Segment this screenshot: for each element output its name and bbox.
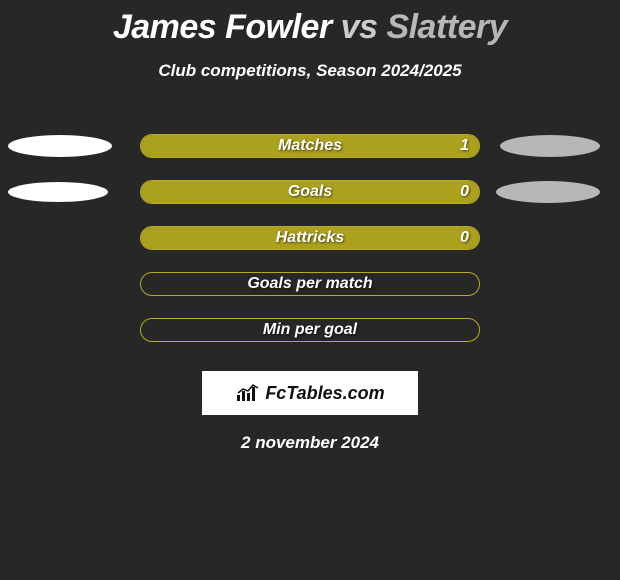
brand-box: FcTables.com <box>202 371 418 415</box>
page-title: James Fowler vs Slattery <box>0 0 620 47</box>
stat-row: Goals 0 <box>0 169 620 215</box>
stat-label: Hattricks <box>276 229 344 247</box>
stat-label: Matches <box>278 137 342 155</box>
subtitle: Club competitions, Season 2024/2025 <box>0 61 620 81</box>
stat-row: Matches 1 <box>0 123 620 169</box>
stat-row: Hattricks 0 <box>0 215 620 261</box>
stat-bar: Hattricks 0 <box>140 226 480 250</box>
stat-label: Goals <box>288 183 332 201</box>
stat-row: Min per goal <box>0 307 620 353</box>
player2-ellipse <box>500 135 600 157</box>
player2-ellipse <box>496 181 600 203</box>
stat-value: 1 <box>460 137 469 155</box>
brand-text: FcTables.com <box>265 383 384 404</box>
stat-label: Goals per match <box>247 275 372 293</box>
stat-bar: Min per goal <box>140 318 480 342</box>
stat-bar: Goals per match <box>140 272 480 296</box>
stat-bar: Goals 0 <box>140 180 480 204</box>
stat-label: Min per goal <box>263 321 357 339</box>
player1-name: James Fowler <box>113 8 332 46</box>
date-text: 2 november 2024 <box>0 433 620 453</box>
vs-text: vs <box>341 8 378 46</box>
brand-chart-icon <box>235 383 261 403</box>
stat-value: 0 <box>460 183 469 201</box>
player2-name: Slattery <box>386 8 507 46</box>
player1-ellipse <box>8 135 112 157</box>
player1-ellipse <box>8 182 108 202</box>
stats-rows: Matches 1 Goals 0 Hattricks 0 Goals per match M… <box>0 123 620 353</box>
stat-value: 0 <box>460 229 469 247</box>
stat-bar: Matches 1 <box>140 134 480 158</box>
stat-row: Goals per match <box>0 261 620 307</box>
